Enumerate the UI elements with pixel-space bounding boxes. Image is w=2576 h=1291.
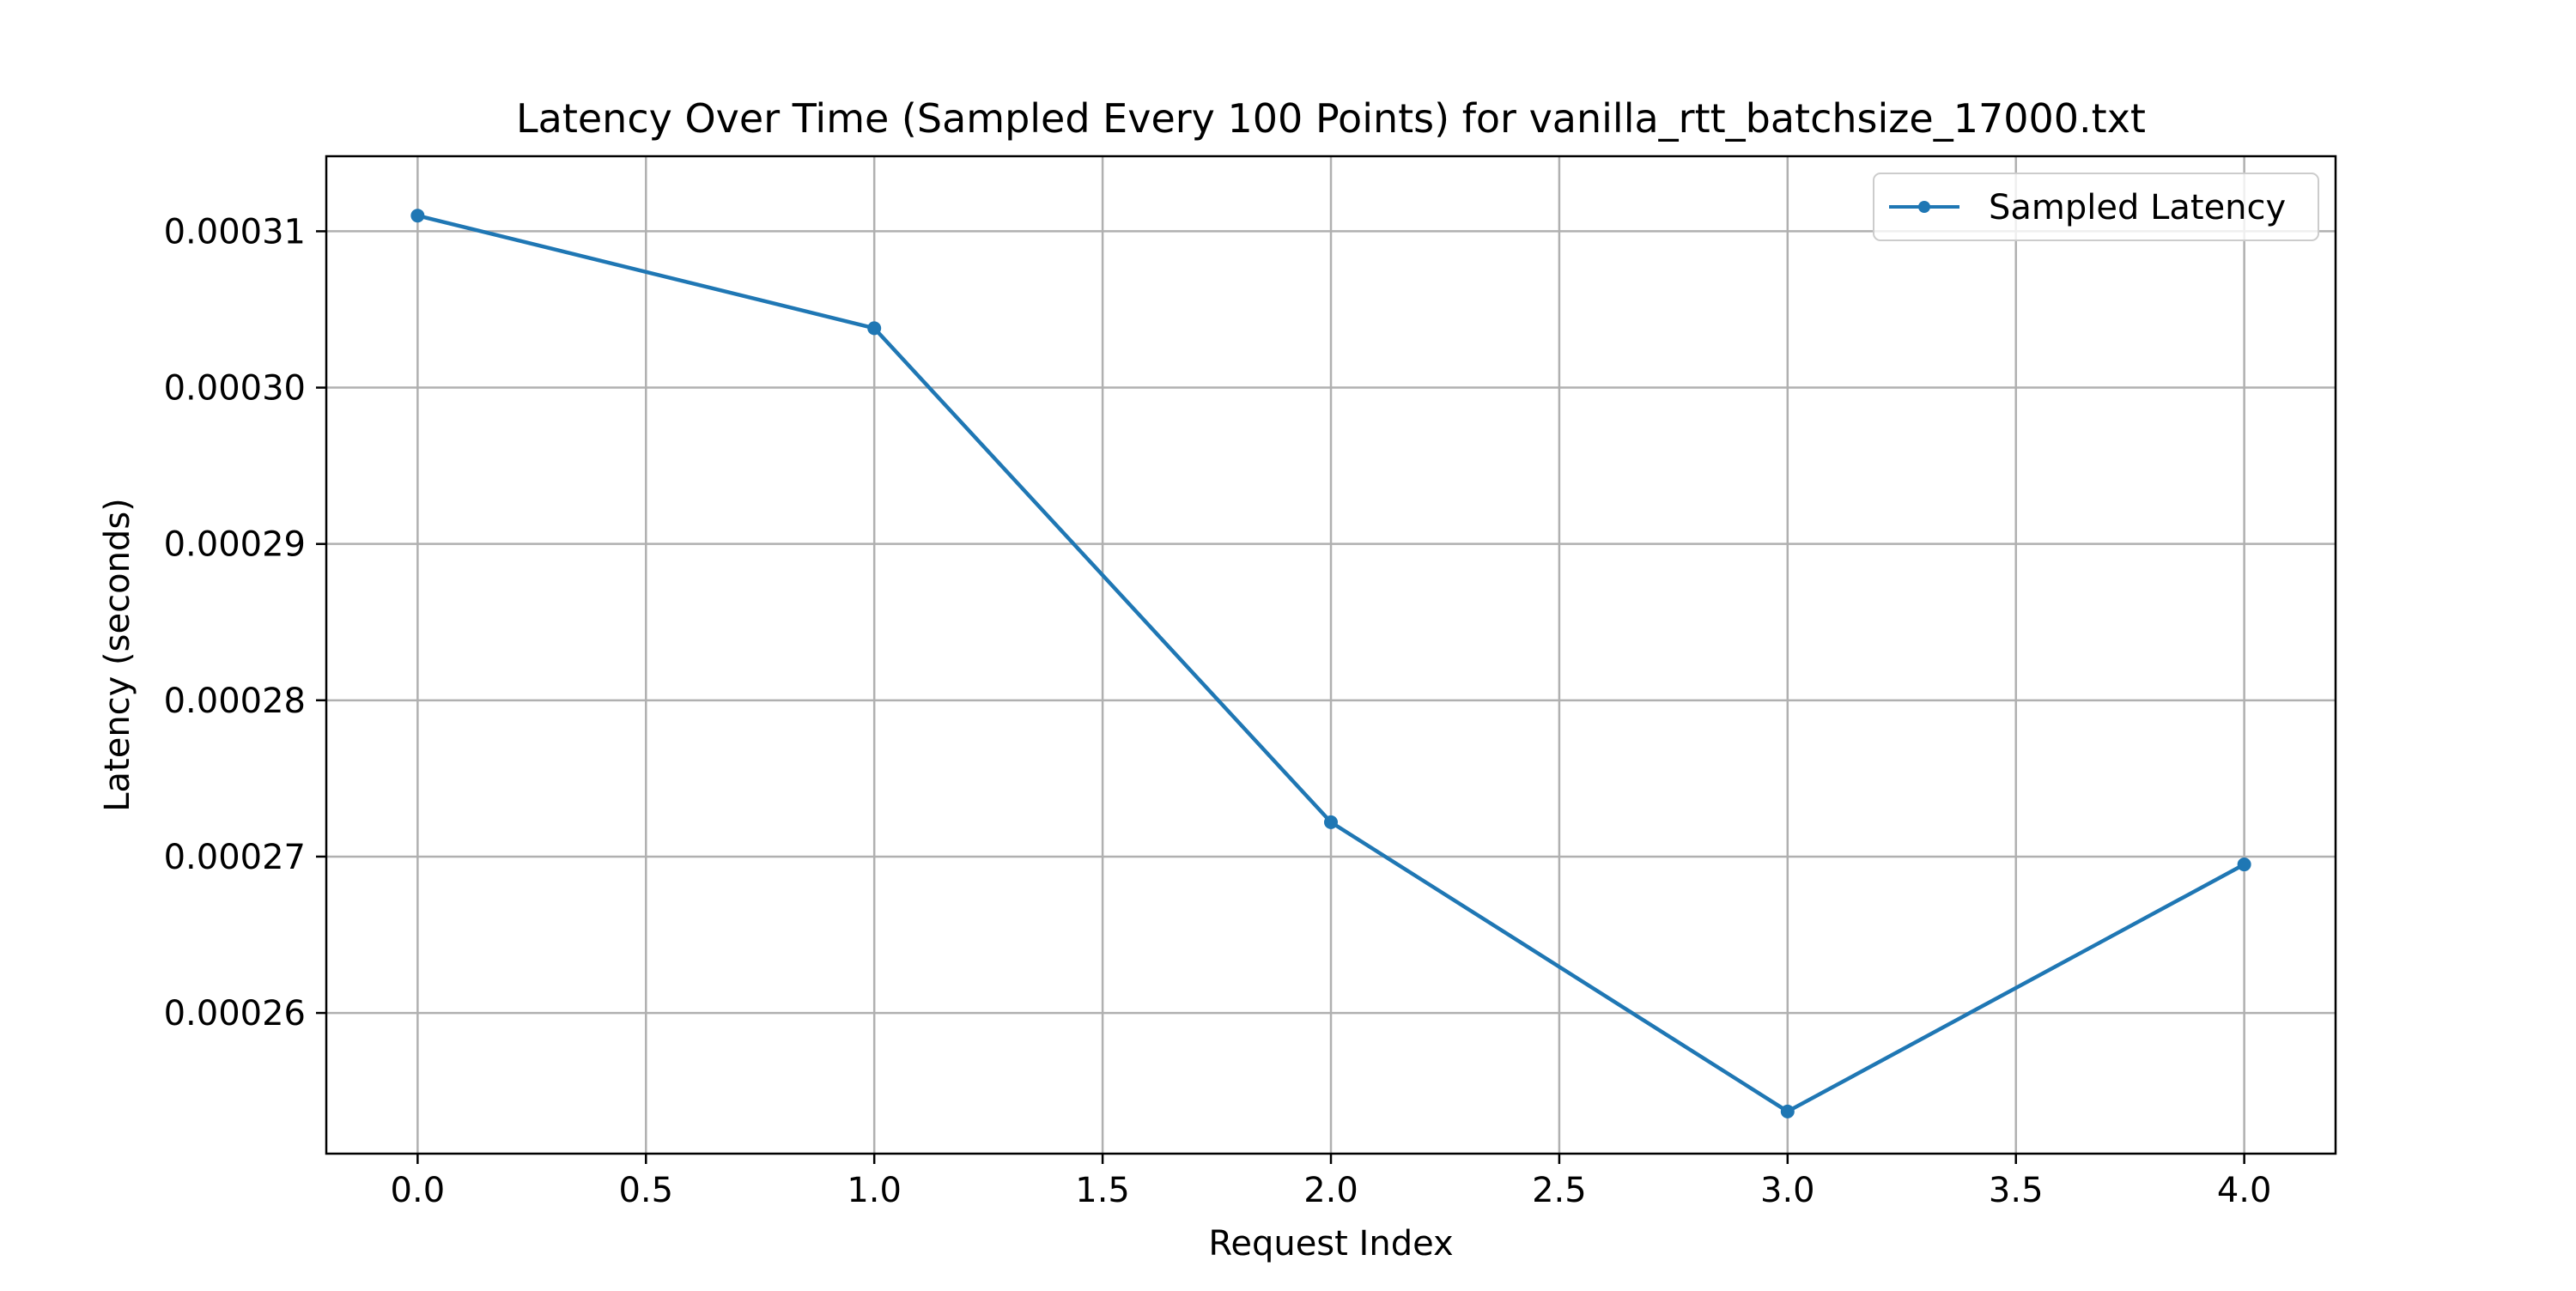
legend-marker-swatch (1918, 201, 1930, 213)
y-tick-label: 0.00031 (164, 212, 306, 252)
chart-title: Latency Over Time (Sampled Every 100 Poi… (516, 95, 2146, 142)
y-axis: 0.00026 0.00027 0.00028 0.00029 0.00030 0.000… (164, 212, 326, 1033)
data-point (1780, 1104, 1795, 1118)
y-tick-label: 0.00026 (164, 994, 306, 1033)
series-layer (410, 209, 2251, 1118)
x-tick-label: 4.0 (2217, 1171, 2272, 1210)
x-tick-label: 2.5 (1532, 1171, 1587, 1210)
y-axis-label: Latency (seconds) (98, 498, 137, 812)
data-point (1324, 815, 1338, 829)
x-tick-label: 1.0 (847, 1171, 902, 1210)
x-tick-label: 0.0 (391, 1171, 446, 1210)
legend: Sampled Latency (1873, 173, 2319, 241)
legend-box (1873, 173, 2319, 241)
data-point (867, 321, 882, 336)
x-tick-label: 2.0 (1303, 1171, 1358, 1210)
y-tick-label: 0.00027 (164, 838, 306, 877)
data-point (410, 209, 425, 223)
x-axis: 0.0 0.5 1.0 1.5 2.0 2.5 3.0 3.5 4.0 (391, 1154, 2272, 1210)
y-tick-label: 0.00028 (164, 682, 306, 721)
x-tick-label: 3.0 (1760, 1171, 1815, 1210)
x-tick-label: 1.5 (1075, 1171, 1130, 1210)
y-tick-label: 0.00030 (164, 369, 306, 409)
x-tick-label: 3.5 (1989, 1171, 2044, 1210)
data-point (2237, 858, 2251, 872)
legend-label: Sampled Latency (1989, 188, 2286, 227)
x-axis-label: Request Index (1208, 1224, 1453, 1264)
x-tick-label: 0.5 (618, 1171, 673, 1210)
y-tick-label: 0.00029 (164, 525, 306, 565)
